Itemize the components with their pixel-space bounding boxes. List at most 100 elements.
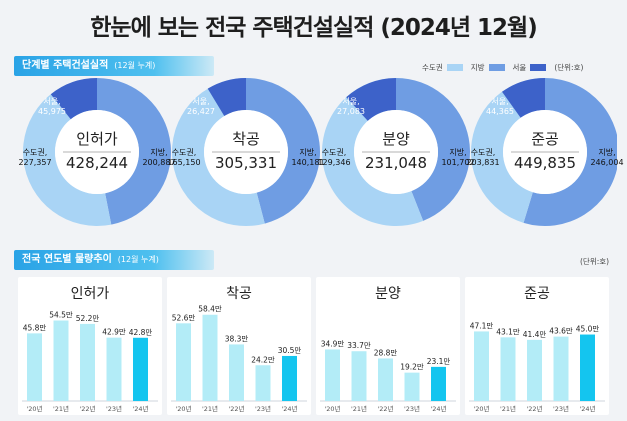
- legend-seoul-label: 서울: [512, 63, 527, 72]
- donut-starts-seoul-name: 서울,: [192, 97, 210, 106]
- donut-sales-local-label: 지방, 101,702: [440, 148, 476, 168]
- donut-sales-capital-label: 수도권, 129,346: [316, 148, 352, 168]
- bar-completions-2-value-label: 41.4만: [523, 330, 547, 339]
- bar-panel-completions-svg: 47.1만 '20년 43.1만 '21년 41.4만 '22년 43.6만 '23년 45.0…: [469, 321, 605, 413]
- bar-starts-4: [282, 355, 297, 401]
- bar-sales-1: [351, 351, 367, 401]
- bar-sales-1-value-label: 33.7만: [347, 341, 371, 350]
- donut-permits-local-value: 200,887: [142, 158, 176, 167]
- bar-completions-4: [580, 334, 595, 401]
- legend-capital-swatch: [446, 64, 463, 71]
- bar-permits-1-category-label: '21년: [53, 404, 69, 413]
- donut-permits-capital-value: 227,357: [18, 158, 52, 167]
- donut-permits-capital-name: 수도권,: [22, 148, 48, 157]
- bar-panel-starts-title: 착공: [226, 286, 252, 302]
- bar-starts-0-value-label: 52.6만: [172, 313, 196, 322]
- bar-panel-completions: 준공 47.1만 '20년 43.1만 '21년 41.4만 '22년 43.6만 '23년 45…: [465, 277, 609, 415]
- donut-completions-local-label: 지방, 246,004: [589, 148, 625, 168]
- bar-panel-sales-title: 분양: [375, 286, 401, 302]
- legend-capital-label: 수도권: [422, 63, 443, 72]
- bar-starts-4-category-label: '24년: [281, 404, 297, 413]
- donut-starts-capital-name: 수도권,: [171, 148, 197, 157]
- bar-starts-1-category-label: '21년: [202, 404, 218, 413]
- donut-starts-seoul-value: 26,427: [187, 107, 215, 116]
- bar-panel-starts-svg: 52.6만 '20년 58.4만 '21년 38.3만 '22년 24.2만 '23년 30.5…: [171, 305, 307, 413]
- bar-permits-4-category-label: '24년: [132, 404, 148, 413]
- bar-starts-2: [229, 344, 244, 401]
- bar-panel-sales-svg: 34.9만 '20년 33.7만 '21년 28.8만 '22년 19.2만 '23년 23.1…: [320, 339, 456, 413]
- yearly-unit: (단위:호): [580, 257, 610, 266]
- bar-permits-3: [106, 337, 122, 401]
- donut-starts-seoul-slice: [207, 78, 246, 117]
- bar-permits-2-value-label: 52.2만: [76, 314, 100, 323]
- section-header-yearly-label: 전국 연도별 물량추이: [22, 254, 112, 265]
- bar-sales-2-category-label: '22년: [377, 404, 393, 413]
- donut-starts-local-label: 지방, 140,181: [290, 148, 326, 168]
- donut-starts-local-value: 140,181: [291, 158, 325, 167]
- bar-completions-3: [553, 336, 569, 401]
- bar-panel-completions-title: 준공: [524, 286, 550, 302]
- legend: 수도권 지방 서울 (단위:호): [422, 62, 583, 73]
- bar-starts-0-category-label: '20년: [175, 404, 191, 413]
- donut-permits-seoul-label: 서울, 45,975: [27, 97, 77, 117]
- bar-completions-2-category-label: '22년: [526, 404, 542, 413]
- donut-permits-total: 428,244: [65, 154, 129, 172]
- donut-chart-svg: [23, 78, 617, 226]
- bar-permits-3-value-label: 42.9만: [102, 328, 126, 337]
- bar-permits-0-category-label: '20년: [26, 404, 42, 413]
- bar-sales-3: [404, 372, 420, 401]
- donut-sales-capital-name: 수도권,: [321, 148, 347, 157]
- donut-permits-seoul-name: 서울,: [43, 97, 61, 106]
- bar-completions-1-category-label: '21년: [500, 404, 516, 413]
- bar-permits-2-category-label: '22년: [79, 404, 95, 413]
- bar-panel-permits-svg: 45.8만 '20년 54.5만 '21년 52.2만 '22년 42.9만 '23년 42.8…: [22, 311, 158, 413]
- bar-panel-permits: 인허가 45.8만 '20년 54.5만 '21년 52.2만 '22년 42.9만 '23년 4…: [18, 277, 162, 415]
- bar-permits-4: [133, 337, 148, 401]
- bar-completions-1-value-label: 43.1만: [496, 327, 520, 336]
- bar-permits-4-value-label: 42.8만: [129, 328, 153, 337]
- donut-permits-capital-slice: [23, 78, 112, 226]
- donut-starts-local-name: 지방,: [299, 148, 317, 157]
- donut-completions-capital-name: 수도권,: [470, 148, 496, 157]
- donut-completions-title: 준공: [531, 130, 559, 148]
- donut-starts-title: 착공: [232, 130, 260, 148]
- bar-permits-1-value-label: 54.5만: [49, 311, 73, 320]
- bar-completions-4-value-label: 45.0만: [576, 325, 600, 334]
- donut-starts-capital-label: 수도권, 165,150: [166, 148, 202, 168]
- donut-sales-total: 231,048: [364, 154, 428, 172]
- bar-sales-2: [378, 358, 393, 401]
- section-header-yearly-sub: (12월 누계): [117, 255, 159, 264]
- donut-permits-title: 인허가: [76, 130, 118, 148]
- bar-completions-4-category-label: '24년: [579, 404, 595, 413]
- legend-seoul-swatch: [530, 64, 547, 71]
- donut-sales-local-slice: [396, 78, 471, 221]
- bar-panel-starts: 착공 52.6만 '20년 58.4만 '21년 38.3만 '22년 24.2만 '23년 30…: [167, 277, 311, 415]
- bar-completions-0-value-label: 47.1만: [470, 321, 494, 330]
- bar-sales-1-category-label: '21년: [351, 404, 367, 413]
- page-title: 한눈에 보는 전국 주택건설실적 (2024년 12월): [90, 15, 537, 41]
- section-header-stages-sub: (12월 누계): [114, 61, 156, 70]
- bar-starts-2-category-label: '22년: [228, 404, 244, 413]
- bar-sales-2-value-label: 28.8만: [374, 348, 398, 357]
- bar-completions-3-category-label: '23년: [553, 404, 569, 413]
- donut-starts-capital-value: 165,150: [167, 158, 201, 167]
- bar-panel-sales: 분양 34.9만 '20년 33.7만 '21년 28.8만 '22년 19.2만 '23년 23…: [316, 277, 460, 415]
- bar-completions-0-category-label: '20년: [473, 404, 489, 413]
- donut-sales-capital-slice: [322, 78, 424, 226]
- donut-starts-total: 305,331: [214, 154, 278, 172]
- bar-starts-3-category-label: '23년: [255, 404, 271, 413]
- donut-starts-seoul-label: 서울, 26,427: [176, 97, 226, 117]
- bar-starts-3: [255, 365, 271, 401]
- legend-unit: (단위:호): [554, 63, 584, 72]
- bar-starts-1-value-label: 58.4만: [198, 305, 222, 314]
- donut-sales-seoul-name: 서울,: [342, 97, 360, 106]
- donut-completions-local-slice: [523, 78, 617, 226]
- bar-sales-4: [431, 366, 446, 401]
- bar-completions-0: [474, 331, 489, 401]
- bar-sales-0: [325, 349, 340, 401]
- donut-completions-seoul-slice: [502, 78, 545, 118]
- donut-sales-local-name: 지방,: [449, 148, 467, 157]
- bar-starts-0: [176, 323, 191, 401]
- bar-starts-2-value-label: 38.3만: [225, 334, 249, 343]
- bar-completions-2: [527, 339, 542, 401]
